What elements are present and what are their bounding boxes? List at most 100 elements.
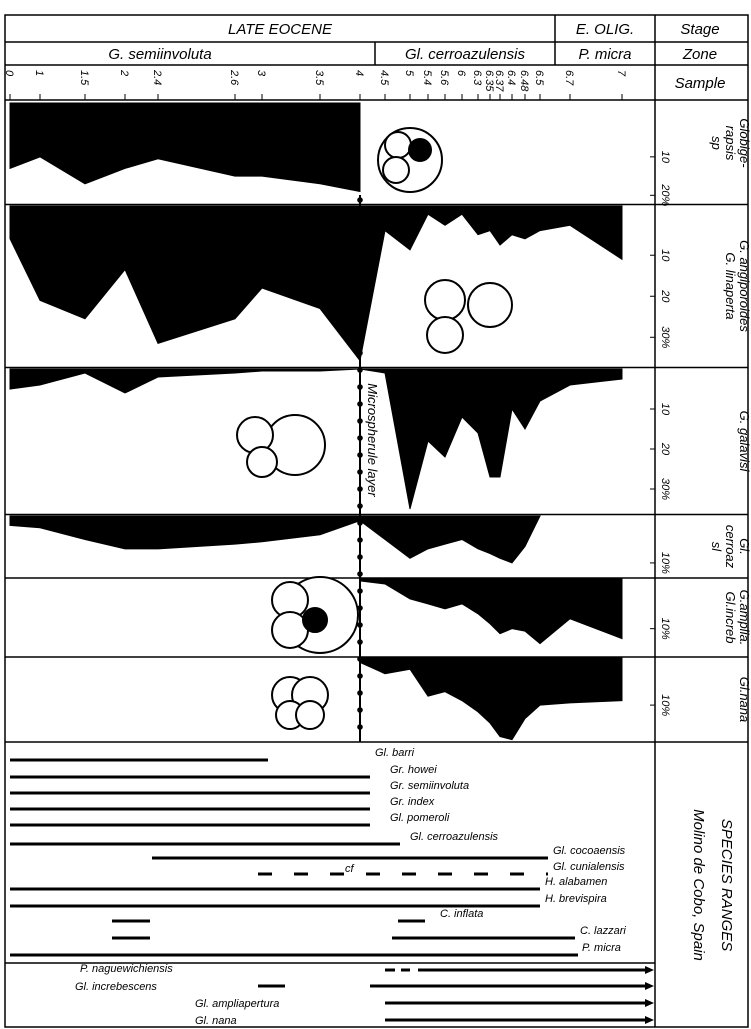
abundance-area [10,206,622,361]
microspherule-dot [357,248,363,254]
ranges-title: SPECIES RANGES [718,819,735,952]
annotation: Microspherule layer [365,383,380,497]
sample-label: 6.37 [493,70,505,92]
y-tick-label: 30% [659,478,671,500]
microspherule-dot [357,452,363,458]
abundance-area [10,103,360,191]
sample-label: 6 [455,70,467,77]
panel-title: Gl. [737,538,751,555]
row-label: Zone [682,46,717,63]
microspherule-dot [357,384,363,390]
panel-title: Gl.nana [737,677,751,723]
y-tick-label: 10% [659,618,671,640]
taxon-label: C. inflata [440,908,483,920]
y-tick-label: 10 [659,151,671,164]
microspherule-dot [357,197,363,203]
panel-title: Globige- [737,118,751,168]
microspherule-dot [357,401,363,407]
panel-title: G.amplia. [737,590,751,646]
panel-title: G. linaperta [723,252,738,319]
microspherule-dot [357,435,363,441]
range-arrow [645,982,654,990]
stage: E. OLIG. [576,21,634,38]
taxon-label: Gl. nana [195,1015,237,1027]
microspherule-dot [357,605,363,611]
taxon-label: C. lazzari [580,925,626,937]
sample-label: 0 [3,70,15,77]
sample-label: 1.5 [78,70,90,86]
ranges-location: Molino de Cobo, Spain [690,809,707,961]
figure: LATE EOCENE E. OLIG. Stage G. semiinvolu… [0,0,751,1029]
y-tick-label: 20% [659,183,671,206]
sample-label: 3 [255,70,267,77]
taxon-label: P. naguewichiensis [80,963,173,975]
microspherule-dot [357,486,363,492]
microspherule-dot [357,214,363,220]
microspherule-dot [357,231,363,237]
microspherule-dot [357,554,363,560]
panel-title: cerroaz [723,525,738,569]
taxon-label: Gl. cerroazulensis [410,831,499,843]
sample-label: 4.5 [378,70,390,86]
sample-label: 6.7 [563,70,575,86]
stage: LATE EOCENE [228,21,333,38]
panel-title: rapsis [723,126,738,161]
microspherule-dot [357,724,363,730]
microspherule-dot [357,299,363,305]
microspherule-dot [357,367,363,373]
abundance-area [360,579,622,644]
microspherule-dot [357,418,363,424]
taxon-label: Gr. semiinvoluta [390,780,469,792]
range-arrow [645,999,654,1007]
row-label: Stage [680,21,719,38]
taxon-label: H. alabamen [545,876,607,888]
y-tick-label: 10% [659,552,671,574]
microspherule-dot [357,350,363,356]
sample-label: 7 [615,70,627,77]
sample-label: 1 [33,70,45,76]
sample-label: 2 [118,69,130,76]
taxon-label: Gl. cocoaensis [553,845,626,857]
y-tick-label: 20 [659,289,671,303]
microspherule-dot [357,316,363,322]
microspherule-dot [357,571,363,577]
y-tick-label: 10 [659,403,671,416]
microspherule-dot [357,503,363,509]
panel-title: sp [709,136,724,150]
range-arrow [645,1016,654,1024]
microspherule-dot [357,673,363,679]
y-tick-label: 30% [659,326,671,348]
panel-title: G. galavisi [737,411,751,473]
y-tick-label: 20 [659,442,671,456]
zone: P. micra [578,46,631,63]
sample-label: 6.4 [505,70,517,85]
zone: Gl. cerroazulensis [405,46,526,63]
microspherule-dot [357,588,363,594]
taxon-label: Gl. pomeroli [390,812,450,824]
microspherule-dot [357,639,363,645]
taxon-label: Gr. howei [390,764,437,776]
sample-label: 6.5 [533,70,545,86]
abundance-area [360,658,622,740]
row-label: Sample [675,75,726,92]
y-tick-label: 10 [659,249,671,262]
taxon-label: Gl. cunialensis [553,861,625,873]
microspherule-dot [357,537,363,543]
sample-label: 5 [403,70,415,77]
sample-label: 6.3 [471,70,483,86]
y-tick-label: 10% [659,694,671,716]
panel-title: G. angiporoides [737,240,751,332]
taxon-label: Gl. increbescens [75,981,157,993]
microspherule-dot [357,690,363,696]
taxon-label: P. micra [582,942,621,954]
microspherule-dot [357,265,363,271]
sample-label: 2.4 [151,69,163,85]
cf-label: cf [345,863,355,875]
range-arrow [645,966,654,974]
sample-label: 2.6 [228,69,240,86]
panel-title: Gl.increb [723,591,738,643]
panel-title: sl [709,542,724,553]
page: {"header":{"stage_label":"Stage","zone_l… [0,0,751,1029]
taxon-label: Gl. barri [375,747,415,759]
sample-label: 6.48 [518,70,530,92]
